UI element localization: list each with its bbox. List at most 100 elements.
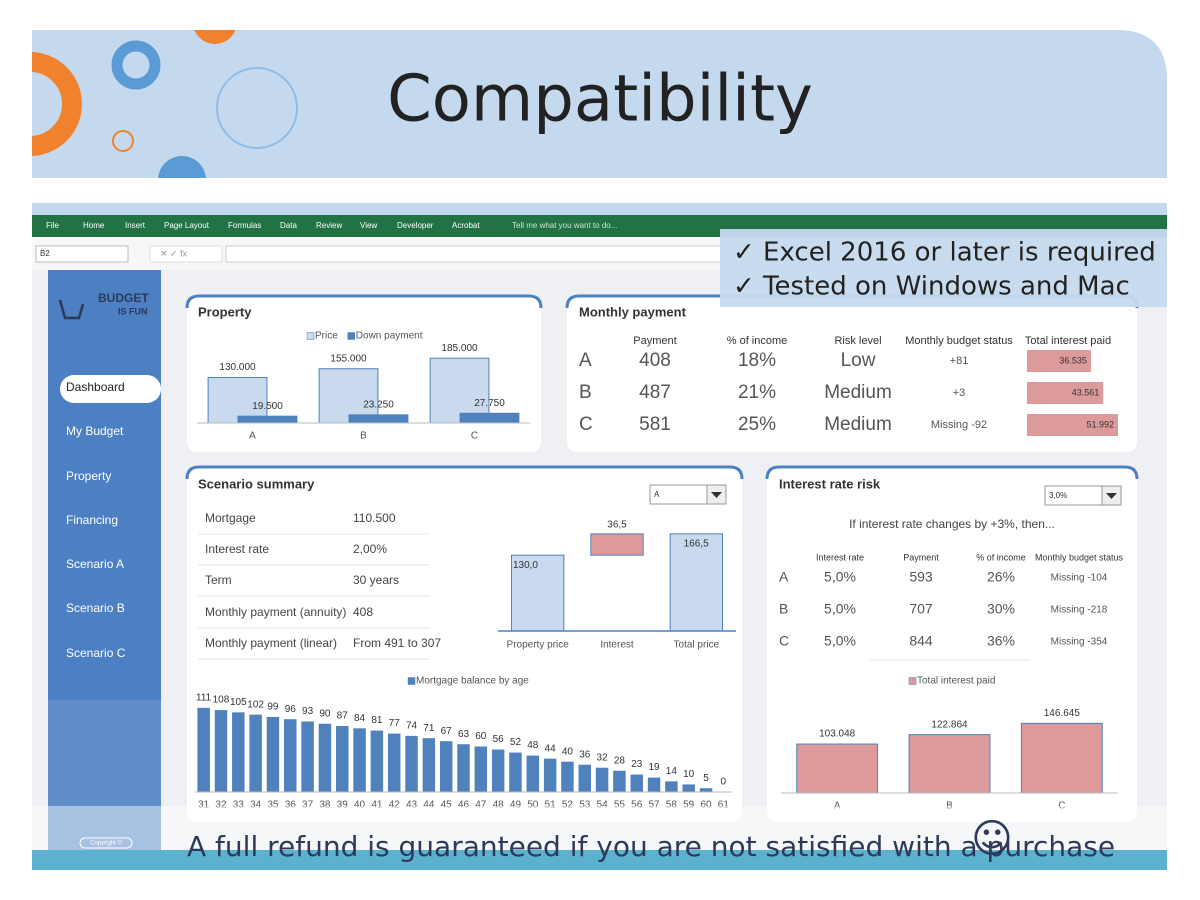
bar xyxy=(422,738,436,792)
legend-label: Mortgage balance by age xyxy=(416,676,529,687)
table-cell: 18% xyxy=(738,350,776,371)
panel xyxy=(567,296,1137,452)
x-tick-label: 45 xyxy=(441,800,453,811)
footer-overlay xyxy=(32,806,1167,850)
sidebar-item[interactable]: Financing xyxy=(66,513,118,527)
circle xyxy=(158,156,206,178)
x-tick-label: 43 xyxy=(406,800,418,811)
table-cell: 26% xyxy=(987,569,1015,585)
row-label: Term xyxy=(205,573,232,587)
bar xyxy=(1020,722,1103,794)
x-tick-label: 40 xyxy=(354,800,366,811)
circle xyxy=(32,52,82,156)
sidebar-item[interactable]: Dashboard xyxy=(66,380,125,394)
tell-me[interactable]: Tell me what you want to do... xyxy=(512,221,617,230)
table-cell: Missing -104 xyxy=(1051,573,1108,584)
circle xyxy=(112,130,134,152)
column-header: Risk level xyxy=(834,335,881,347)
data-label: 130,0 xyxy=(513,560,538,571)
x-tick-label: 58 xyxy=(666,800,678,811)
row-label: B xyxy=(579,382,592,403)
sidebar-item[interactable]: Scenario B xyxy=(66,601,125,615)
panel-title: Interest rate risk xyxy=(779,476,881,491)
table-cell: 110.500 xyxy=(353,511,396,525)
x-tick-label: 61 xyxy=(718,800,730,811)
note: ✓ Excel 2016 or later is required xyxy=(733,238,1156,268)
data-label: 10 xyxy=(683,769,695,780)
x-tick-label: 42 xyxy=(389,800,401,811)
dropdown-arrow xyxy=(1106,493,1117,499)
x-tick-label: 50 xyxy=(527,800,539,811)
column-header: Monthly budget status xyxy=(905,335,1013,347)
data-label: 93 xyxy=(302,706,314,717)
data-label: 63 xyxy=(458,729,470,740)
data-label: 90 xyxy=(319,708,331,719)
x-tick-label: 39 xyxy=(337,800,349,811)
table-cell: +81 xyxy=(950,355,969,367)
sidebar-item[interactable]: Property xyxy=(66,469,111,483)
formula-buttons xyxy=(149,245,223,263)
x-tick-label: 41 xyxy=(371,800,383,811)
table-cell: 36% xyxy=(987,633,1015,649)
decoration xyxy=(32,30,298,178)
bar xyxy=(682,784,695,792)
bar xyxy=(301,721,314,792)
bar xyxy=(237,415,298,424)
table-cell: Missing -92 xyxy=(931,419,987,431)
data-label: 87 xyxy=(337,711,349,722)
x-tick-label: 44 xyxy=(423,800,435,811)
circle xyxy=(111,40,161,90)
table-cell: Low xyxy=(841,350,876,371)
data-label: 36,5 xyxy=(607,520,627,531)
row-label: C xyxy=(779,633,789,649)
table-cell: 408 xyxy=(353,605,373,619)
sidebar-item[interactable]: Scenario A xyxy=(66,557,124,571)
bar xyxy=(249,714,262,792)
panel-border xyxy=(765,465,1139,480)
x-tick-label: 59 xyxy=(683,800,695,811)
copyright: Copyright © xyxy=(90,840,122,847)
sidebar-item[interactable]: My Budget xyxy=(66,424,124,438)
name-box[interactable] xyxy=(35,245,129,263)
circle xyxy=(216,67,298,149)
ribbon-tab[interactable]: Page Layout xyxy=(164,221,210,230)
sidebar-item[interactable]: Scenario C xyxy=(66,646,126,660)
x-tick-label: 57 xyxy=(648,800,660,811)
panel-title: Property xyxy=(198,304,252,319)
slide-title: Compatibility xyxy=(387,63,813,137)
table-cell: 25% xyxy=(738,414,776,435)
logo-text: BUDGET xyxy=(98,291,149,305)
bar xyxy=(561,761,574,792)
table-cell: 21% xyxy=(738,382,776,403)
bar xyxy=(474,746,488,792)
ribbon-tab[interactable]: Formulas xyxy=(228,221,261,230)
row-label: Monthly payment (linear) xyxy=(205,636,337,650)
dropdown-value[interactable]: A xyxy=(654,490,660,499)
ribbon-tab[interactable]: Insert xyxy=(125,221,146,230)
x-tick-label: 47 xyxy=(475,800,487,811)
bar xyxy=(647,777,661,792)
ribbon-tab[interactable]: Acrobat xyxy=(452,221,480,230)
data-label: 52 xyxy=(510,737,522,748)
ribbon-tab[interactable]: Developer xyxy=(397,221,434,230)
data-label: 185.000 xyxy=(441,343,478,354)
legend-swatch xyxy=(306,332,315,340)
ribbon-tab[interactable]: Home xyxy=(83,221,105,230)
bar xyxy=(457,744,470,792)
ribbon-tab[interactable]: Review xyxy=(316,221,342,230)
bar xyxy=(908,734,991,794)
x-tick-label: 37 xyxy=(302,800,314,811)
ribbon-tab[interactable]: View xyxy=(360,221,377,230)
dropdown-value[interactable]: 3,0% xyxy=(1049,491,1067,500)
ribbon-tab[interactable]: File xyxy=(46,221,59,230)
data-label: 77 xyxy=(389,718,401,729)
data-label: 166,5 xyxy=(684,539,709,550)
x-tick-label: A xyxy=(249,431,256,442)
legend-label: Down payment xyxy=(356,331,423,342)
data-bar-label: 36.535 xyxy=(1059,355,1087,365)
ribbon-tab[interactable]: Data xyxy=(280,221,297,230)
table-cell: +3 xyxy=(953,387,966,399)
data-label: 0 xyxy=(721,777,727,788)
table-cell: 30 years xyxy=(353,573,399,587)
bar xyxy=(613,770,626,792)
